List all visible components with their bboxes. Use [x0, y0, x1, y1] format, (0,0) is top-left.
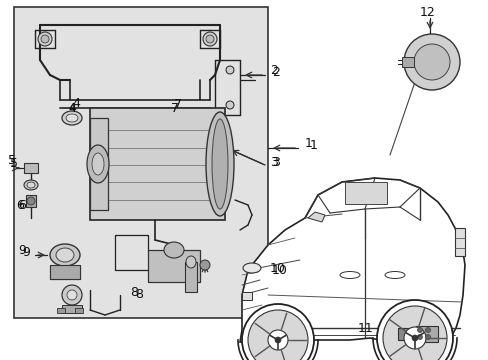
Circle shape: [205, 35, 214, 43]
Circle shape: [403, 34, 459, 90]
Text: 2: 2: [271, 66, 279, 78]
Text: 12: 12: [419, 5, 435, 18]
Bar: [75, 308, 83, 313]
Text: 6: 6: [18, 198, 26, 212]
Bar: [90, 118, 108, 210]
Text: 8: 8: [135, 288, 142, 302]
Text: 5: 5: [10, 157, 18, 170]
Circle shape: [200, 260, 209, 270]
Bar: [242, 292, 251, 300]
Circle shape: [274, 337, 281, 343]
Ellipse shape: [163, 242, 183, 258]
Circle shape: [38, 32, 52, 46]
Text: 11: 11: [357, 321, 373, 334]
Circle shape: [41, 35, 49, 43]
Circle shape: [225, 66, 234, 74]
Polygon shape: [307, 212, 325, 222]
Circle shape: [417, 328, 422, 333]
Text: 9: 9: [18, 243, 26, 257]
Text: 9: 9: [22, 246, 30, 258]
Ellipse shape: [384, 271, 404, 279]
Bar: [184, 262, 197, 292]
Circle shape: [242, 304, 313, 360]
Text: 4: 4: [68, 103, 76, 113]
Ellipse shape: [56, 248, 74, 262]
Ellipse shape: [205, 112, 234, 216]
Ellipse shape: [66, 114, 78, 122]
Circle shape: [411, 335, 417, 341]
Circle shape: [203, 32, 217, 46]
Bar: [14, 7, 267, 318]
Text: 3: 3: [271, 156, 279, 168]
Text: 10: 10: [271, 264, 287, 276]
Ellipse shape: [62, 111, 82, 125]
Bar: [26, 195, 36, 207]
Text: 5: 5: [8, 153, 16, 166]
Bar: [90, 108, 224, 220]
Bar: [454, 228, 464, 256]
Circle shape: [403, 327, 425, 349]
Text: 7: 7: [174, 98, 182, 111]
Text: 8: 8: [130, 285, 138, 298]
Text: 4: 4: [68, 102, 76, 114]
Text: 7: 7: [171, 102, 179, 114]
Ellipse shape: [24, 180, 38, 190]
Circle shape: [62, 285, 82, 305]
Circle shape: [225, 101, 234, 109]
Bar: [50, 265, 80, 279]
Bar: [401, 57, 413, 67]
Circle shape: [247, 310, 307, 360]
Ellipse shape: [243, 263, 261, 273]
Bar: [62, 305, 82, 313]
Bar: [397, 328, 415, 340]
Text: 2: 2: [269, 63, 277, 77]
Bar: [57, 308, 65, 313]
Text: 4: 4: [72, 96, 80, 109]
Circle shape: [67, 290, 77, 300]
Ellipse shape: [27, 182, 35, 188]
Circle shape: [382, 306, 446, 360]
Ellipse shape: [185, 256, 196, 268]
Ellipse shape: [87, 145, 109, 183]
Circle shape: [413, 44, 449, 80]
Circle shape: [425, 328, 429, 333]
Text: 3: 3: [269, 156, 277, 168]
Ellipse shape: [50, 244, 80, 266]
Circle shape: [425, 334, 429, 339]
Ellipse shape: [92, 153, 104, 175]
Circle shape: [417, 334, 422, 339]
Polygon shape: [240, 178, 464, 342]
Ellipse shape: [212, 119, 227, 209]
Text: 10: 10: [269, 261, 285, 274]
Text: 6: 6: [16, 198, 24, 212]
Bar: [148, 250, 200, 282]
Text: 1: 1: [309, 139, 317, 152]
Bar: [415, 326, 437, 342]
Text: 1: 1: [305, 136, 312, 149]
Bar: [24, 163, 38, 173]
Circle shape: [376, 300, 452, 360]
Bar: [345, 182, 386, 204]
Circle shape: [267, 330, 287, 350]
Ellipse shape: [339, 271, 359, 279]
Circle shape: [27, 197, 35, 205]
